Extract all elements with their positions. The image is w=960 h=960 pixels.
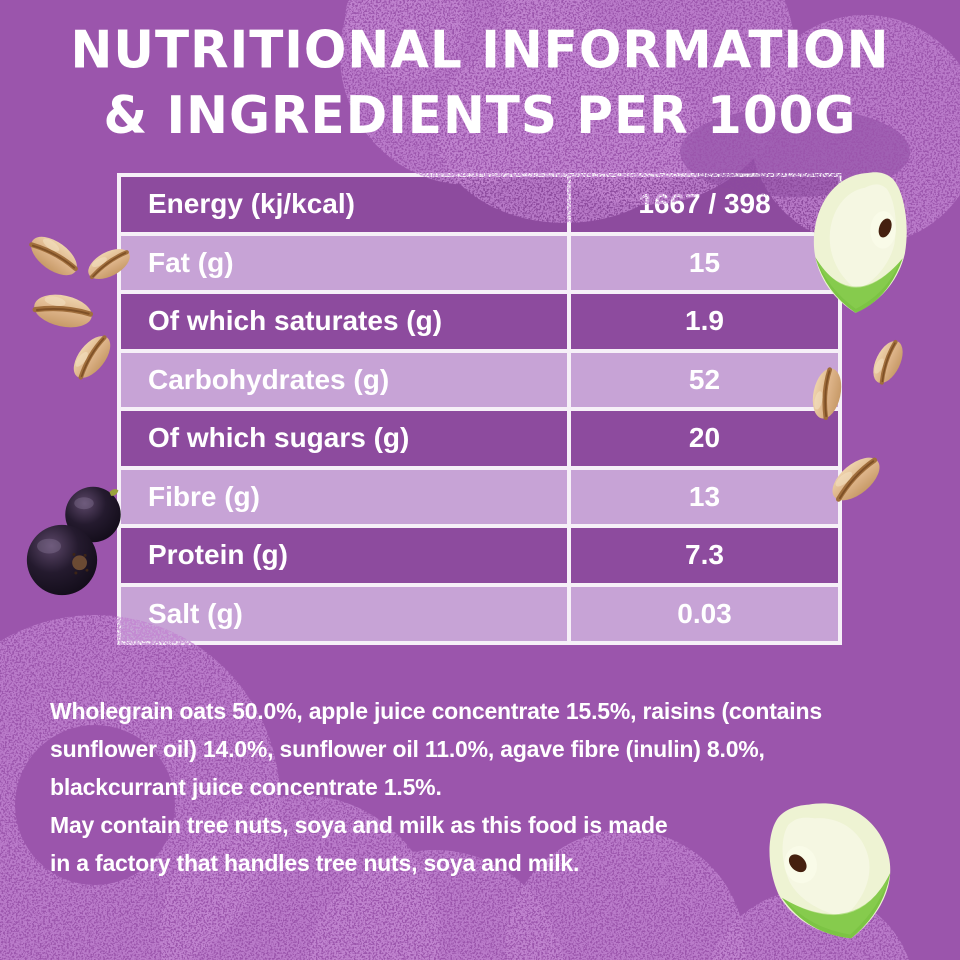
- nutrition-table: Energy (kj/kcal) 1667 / 398 Fat (g) 15 O…: [117, 173, 842, 645]
- table-row: Carbohydrates (g) 52: [121, 352, 838, 407]
- title-line-2: & INGREDIENTS PER 100G: [103, 85, 857, 146]
- table-row: Energy (kj/kcal) 1667 / 398: [121, 177, 838, 232]
- nutrient-label: Carbohydrates (g): [121, 352, 567, 407]
- nutrient-value: 1667 / 398: [571, 177, 838, 232]
- nutrient-label: Of which saturates (g): [121, 294, 567, 349]
- nutrient-value: 52: [571, 352, 838, 407]
- nutrient-value: 0.03: [571, 586, 838, 641]
- table-row: Fat (g) 15: [121, 235, 838, 290]
- page-title: NUTRITIONAL INFORMATION & INGREDIENTS PE…: [0, 17, 960, 148]
- ingredients-bold-oats: oats: [179, 698, 226, 724]
- table-row: Salt (g) 0.03: [121, 586, 838, 641]
- nutrient-label: Protein (g): [121, 528, 567, 583]
- blackcurrant-image: [25, 523, 99, 597]
- nutrient-value: 13: [571, 469, 838, 524]
- table-row: Of which sugars (g) 20: [121, 411, 838, 466]
- oat-grain-icon: [865, 334, 911, 389]
- table-row: Of which saturates (g) 1.9: [121, 294, 838, 349]
- nutrient-label: Energy (kj/kcal): [121, 177, 567, 232]
- table-row: Fibre (g) 13: [121, 469, 838, 524]
- nutrient-value: 7.3: [571, 528, 838, 583]
- title-line-1: NUTRITIONAL INFORMATION: [70, 19, 890, 80]
- oat-grain-icon: [29, 287, 97, 335]
- nutrient-label: Fat (g): [121, 235, 567, 290]
- table-row: Protein (g) 7.3: [121, 528, 838, 583]
- oat-grain-icon: [64, 327, 120, 386]
- ingredients-prefix: Wholegrain: [50, 698, 180, 724]
- nutrient-value: 15: [571, 235, 838, 290]
- ingredients-body: 50.0%, apple juice concentrate 15.5%, ra…: [50, 698, 822, 876]
- oat-grain-icon: [22, 227, 86, 286]
- nutrient-value: 1.9: [571, 294, 838, 349]
- nutrient-label: Salt (g): [121, 586, 567, 641]
- nutrient-label: Fibre (g): [121, 469, 567, 524]
- nutrient-value: 20: [571, 411, 838, 466]
- ingredients-text: Wholegrain oats 50.0%, apple juice conce…: [50, 692, 958, 882]
- nutrient-label: Of which sugars (g): [121, 411, 567, 466]
- blackcurrant-image: [63, 483, 123, 543]
